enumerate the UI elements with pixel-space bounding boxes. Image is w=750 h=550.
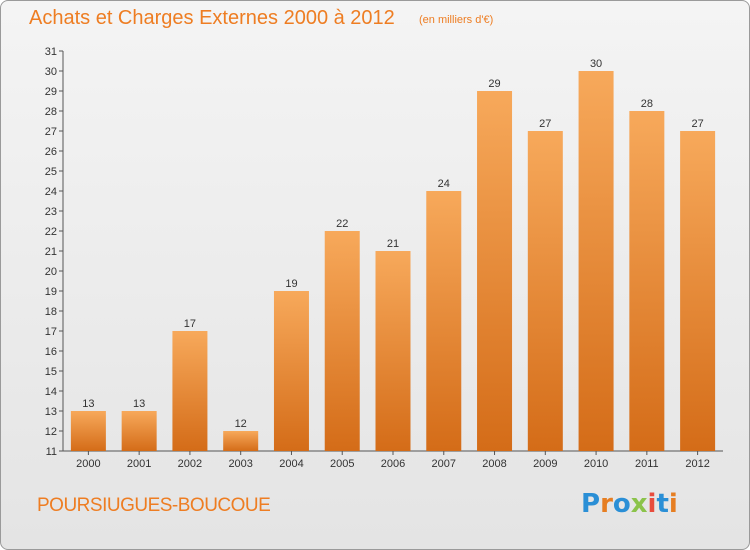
x-tick-label: 2010 xyxy=(584,458,608,470)
y-tick-label: 16 xyxy=(45,346,57,358)
data-label: 27 xyxy=(691,118,703,130)
data-label: 30 xyxy=(590,58,602,70)
data-label: 19 xyxy=(285,278,297,290)
data-label: 27 xyxy=(539,118,551,130)
x-tick-label: 2003 xyxy=(228,458,252,470)
y-tick-label: 25 xyxy=(45,166,57,178)
bar xyxy=(680,131,716,451)
x-tick-label: 2001 xyxy=(127,458,151,470)
logo-letter: t xyxy=(656,489,669,519)
bar xyxy=(375,251,411,451)
y-tick-label: 28 xyxy=(45,106,57,118)
commune-name: POURSIUGUES-BOUCOUE xyxy=(37,495,271,516)
x-tick-label: 2012 xyxy=(685,458,709,470)
bar xyxy=(324,231,360,451)
x-tick-label: 2005 xyxy=(330,458,354,470)
bar xyxy=(121,411,157,451)
data-label: 17 xyxy=(184,318,196,330)
chart-title: Achats et Charges Externes 2000 à 2012 xyxy=(29,7,395,29)
data-label: 12 xyxy=(235,418,247,430)
bar xyxy=(477,91,513,451)
logo-letter: P xyxy=(581,489,601,519)
data-label: 13 xyxy=(133,398,145,410)
y-tick-label: 11 xyxy=(46,446,57,458)
y-tick-label: 14 xyxy=(45,386,57,398)
y-tick-label: 20 xyxy=(45,266,57,278)
x-tick-label: 2004 xyxy=(279,458,303,470)
y-tick-label: 26 xyxy=(45,146,57,158)
x-tick-label: 2007 xyxy=(432,458,456,470)
bar xyxy=(172,331,208,451)
bar xyxy=(527,131,563,451)
x-tick-label: 2008 xyxy=(482,458,506,470)
proxiti-logo: Proxiti xyxy=(581,489,678,519)
y-tick-label: 12 xyxy=(45,426,57,438)
y-tick-label: 17 xyxy=(45,326,57,338)
bar xyxy=(426,191,462,451)
y-tick-label: 15 xyxy=(45,366,57,378)
y-tick-label: 22 xyxy=(45,226,57,238)
y-tick-label: 30 xyxy=(45,66,57,78)
y-tick-label: 31 xyxy=(45,46,57,58)
y-tick-label: 23 xyxy=(45,206,57,218)
logo-letter: i xyxy=(668,489,678,519)
data-label: 22 xyxy=(336,218,348,230)
y-tick-label: 24 xyxy=(45,186,57,198)
y-tick-label: 13 xyxy=(45,406,57,418)
y-tick-label: 21 xyxy=(45,246,57,258)
x-tick-label: 2006 xyxy=(381,458,405,470)
logo-letter: r xyxy=(600,489,613,519)
logo-letter: i xyxy=(647,489,657,519)
x-tick-label: 2002 xyxy=(178,458,202,470)
logo-letter: o xyxy=(612,489,631,519)
bar xyxy=(223,431,259,451)
logo-letter: x xyxy=(630,489,648,519)
x-tick-label: 2009 xyxy=(533,458,557,470)
data-label: 24 xyxy=(438,178,450,190)
x-tick-label: 2000 xyxy=(76,458,100,470)
y-tick-label: 29 xyxy=(45,86,57,98)
bar xyxy=(629,111,665,451)
data-label: 29 xyxy=(488,78,500,90)
bar xyxy=(273,291,309,451)
y-tick-label: 18 xyxy=(45,306,57,318)
data-label: 21 xyxy=(387,238,399,250)
data-label: 28 xyxy=(641,98,653,110)
bar xyxy=(578,71,614,451)
y-tick-label: 27 xyxy=(45,126,57,138)
y-tick-label: 19 xyxy=(45,286,57,298)
data-label: 13 xyxy=(82,398,94,410)
x-tick-label: 2011 xyxy=(635,458,659,470)
bar xyxy=(70,411,106,451)
chart-unit: (en milliers d'€) xyxy=(419,14,494,26)
